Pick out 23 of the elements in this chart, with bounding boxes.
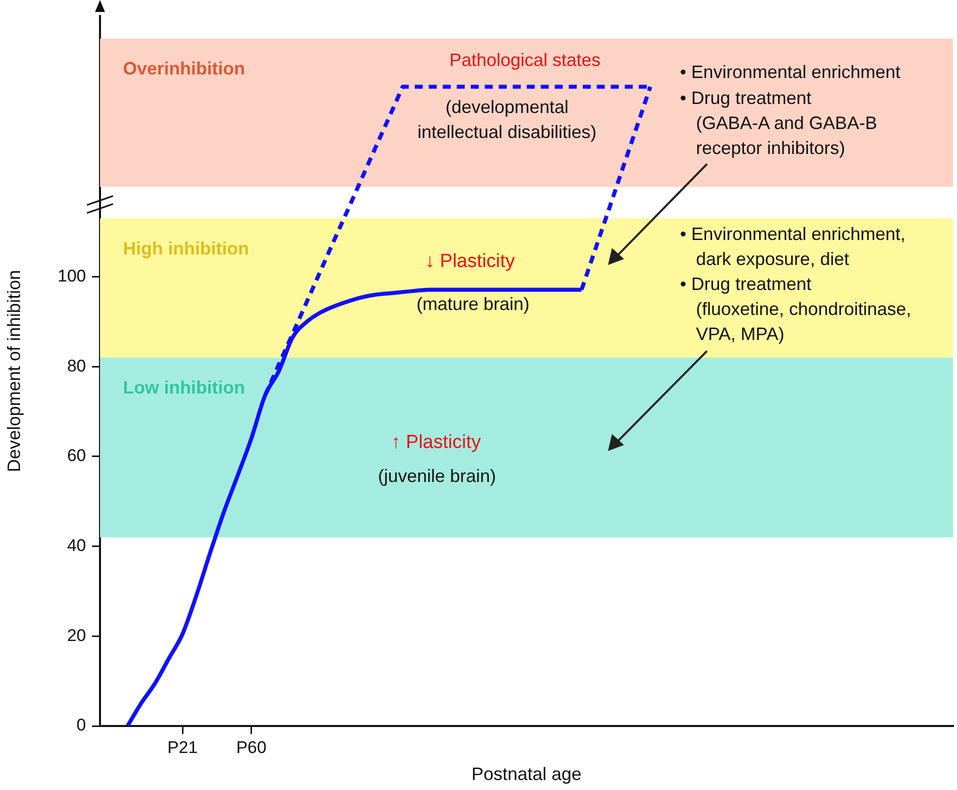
annotation: • Environmental enrichment <box>680 61 902 84</box>
y-axis-title: Development of inhibition <box>4 270 24 472</box>
annotation: Pathological states <box>449 49 601 72</box>
y-tick-label: 100 <box>58 266 86 286</box>
band-label: High inhibition <box>123 238 249 258</box>
band-label: Low inhibition <box>123 378 245 398</box>
annotation: (developmental intellectual disabilities) <box>417 96 597 144</box>
annotation: (juvenile brain) <box>378 465 496 488</box>
annotation: • Drug treatment (GABA-A and GABA-B receptor inhibitors) <box>680 87 878 160</box>
annotation: ↑ Plasticity <box>391 431 481 455</box>
x-axis-title: Postnatal age <box>471 764 582 784</box>
y-tick-label: 20 <box>67 626 86 645</box>
x-tick-label: P60 <box>236 738 266 757</box>
x-tick-label: P21 <box>167 738 198 757</box>
y-tick-label: 80 <box>67 356 86 376</box>
y-tick-label: 40 <box>67 536 86 555</box>
band-label: Overinhibition <box>123 58 246 79</box>
y-tick-label: 0 <box>76 716 86 735</box>
annotation: ↓ Plasticity <box>425 250 515 274</box>
annotation: • Drug treatment (fluoxetine, chondroitinase, VPA, MPA) <box>680 273 912 346</box>
y-tick-label: 60 <box>67 446 86 466</box>
annotation: • Environmental enrichment, dark exposure, diet <box>680 223 906 271</box>
annotation: (mature brain) <box>416 293 530 316</box>
